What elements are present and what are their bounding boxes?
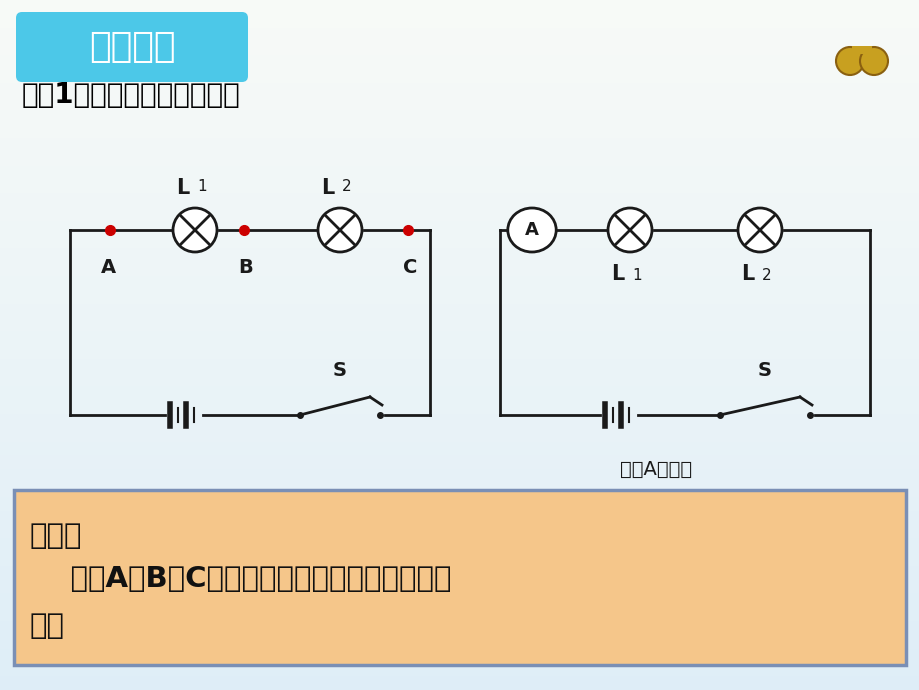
Ellipse shape (507, 208, 556, 252)
Text: S: S (757, 361, 771, 380)
Bar (0, 97, 919, 111)
Bar (0, 179, 919, 194)
Bar (0, 386, 919, 401)
Bar (0, 317, 919, 332)
Bar (0, 621, 919, 635)
Bar (0, 400, 919, 415)
Circle shape (835, 47, 863, 75)
Bar (0, 110, 919, 125)
Text: L: L (176, 178, 188, 198)
Bar (0, 607, 919, 622)
Bar (0, 593, 919, 608)
Text: S: S (333, 361, 346, 380)
Text: A: A (100, 258, 116, 277)
Bar (0, 304, 919, 318)
Text: L: L (321, 178, 334, 198)
Bar (0, 55, 919, 70)
Text: L: L (740, 264, 754, 284)
Bar (0, 538, 919, 553)
Bar (0, 69, 919, 83)
Bar (0, 276, 919, 290)
Circle shape (859, 47, 887, 75)
Text: 实验探究: 实验探究 (88, 30, 175, 64)
Text: 探究1：串联电路的电流规律: 探究1：串联电路的电流规律 (22, 81, 241, 109)
Bar (0, 442, 919, 456)
Bar (0, 0, 919, 14)
Bar (0, 262, 919, 277)
Circle shape (173, 208, 217, 252)
Text: 1: 1 (631, 268, 641, 283)
Bar (0, 469, 919, 484)
Bar (0, 193, 919, 208)
Bar (0, 497, 919, 511)
Bar (0, 138, 919, 152)
Bar (0, 235, 919, 249)
Bar (0, 207, 919, 221)
Bar (851, 46, 871, 54)
Bar (0, 373, 919, 387)
Bar (0, 580, 919, 594)
Text: 2: 2 (761, 268, 771, 283)
Bar (0, 152, 919, 166)
Text: 流过A、B、C各点的电流大小可能存在什么关: 流过A、B、C各点的电流大小可能存在什么关 (30, 565, 451, 593)
Circle shape (607, 208, 652, 252)
Text: L: L (610, 264, 623, 284)
Bar (0, 524, 919, 539)
Bar (0, 124, 919, 139)
Bar (0, 635, 919, 649)
Bar (0, 511, 919, 525)
Text: B: B (238, 258, 253, 277)
Bar (0, 455, 919, 470)
Bar (0, 41, 919, 56)
Bar (0, 566, 919, 580)
Bar (0, 221, 919, 235)
Bar (0, 14, 919, 28)
Text: A: A (525, 221, 539, 239)
FancyBboxPatch shape (16, 12, 248, 82)
Text: 2: 2 (342, 179, 351, 194)
Text: 猜想：: 猜想： (30, 522, 83, 550)
Bar (0, 345, 919, 359)
Text: 测量A点电流: 测量A点电流 (619, 460, 691, 479)
Bar (0, 649, 919, 663)
Text: C: C (403, 258, 416, 277)
Bar (0, 28, 919, 42)
Text: 1: 1 (197, 179, 207, 194)
Bar (0, 414, 919, 428)
FancyBboxPatch shape (14, 490, 905, 665)
Bar (0, 428, 919, 442)
Bar (0, 331, 919, 346)
Text: 系？: 系？ (30, 612, 65, 640)
Circle shape (737, 208, 781, 252)
Circle shape (318, 208, 361, 252)
Bar (0, 290, 919, 304)
Bar (0, 83, 919, 97)
Bar (0, 359, 919, 373)
Bar (0, 166, 919, 180)
Bar (0, 552, 919, 566)
Bar (0, 483, 919, 497)
Bar (0, 248, 919, 263)
Bar (0, 662, 919, 677)
Bar (0, 676, 919, 690)
